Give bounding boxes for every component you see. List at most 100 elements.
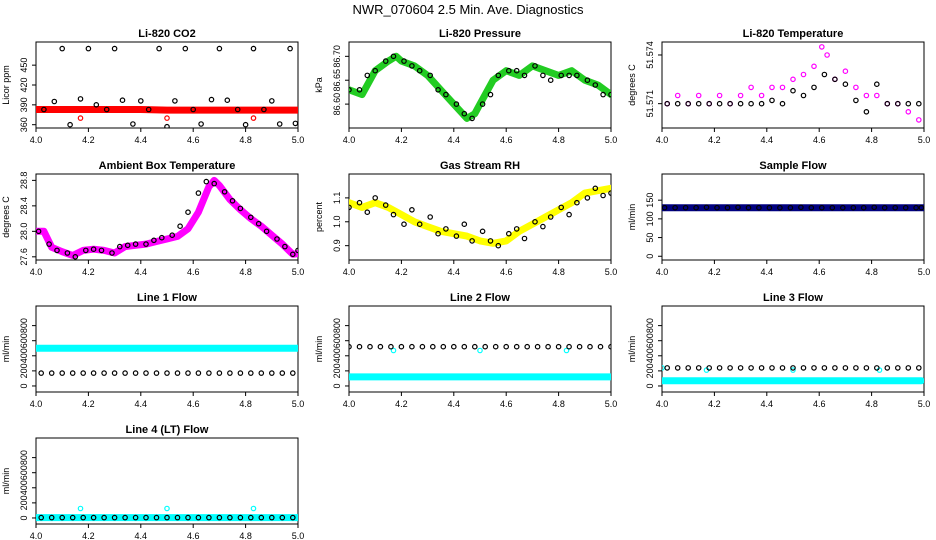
data-point-black: [479, 228, 486, 235]
data-point-black: [881, 204, 888, 211]
data-point-black: [258, 370, 265, 376]
data-point-black: [566, 72, 572, 79]
data-point-black: [664, 100, 671, 107]
series-group: [662, 365, 924, 385]
x-tick-label: 4.6: [187, 399, 200, 409]
data-point-black: [863, 109, 870, 115]
data-point-black: [224, 97, 231, 104]
x-tick-label: 4.4: [448, 267, 461, 277]
chart-panel: Sample Flow ml/min 4.0 4.2 4.4 4.6 4.8 5.0 0 50 10…: [627, 160, 930, 277]
chart-title: Li-820 Pressure: [439, 28, 521, 40]
data-point-black: [390, 211, 397, 218]
data-point-black: [59, 514, 66, 521]
data-point-black: [703, 204, 710, 211]
data-point-black: [111, 514, 118, 521]
data-point-magenta: [915, 117, 922, 123]
data-point-black: [505, 67, 512, 74]
data-point-black: [156, 45, 162, 52]
data-point-black: [842, 81, 849, 88]
data-point-black: [860, 204, 867, 211]
data-point-black: [234, 106, 241, 113]
y-tick-label: 28.0: [19, 223, 29, 241]
data-point-black: [798, 204, 804, 211]
x-tick-label: 4.0: [30, 399, 43, 409]
data-point-black: [521, 235, 528, 242]
data-point-black: [674, 100, 681, 107]
data-point-magenta: [818, 44, 825, 50]
x-tick-label: 4.6: [813, 399, 826, 409]
y-tick-label: 50: [645, 233, 655, 243]
data-point-black: [469, 115, 475, 122]
data-point-black: [492, 343, 499, 350]
data-point-black: [727, 365, 733, 371]
data-point-black: [863, 365, 870, 371]
y-axis-label: kPa: [314, 77, 324, 93]
y-axis-label: ml/min: [1, 468, 11, 495]
data-point-black: [808, 204, 815, 211]
data-point-black: [706, 365, 713, 371]
data-point-black: [540, 223, 546, 230]
data-point-black: [38, 370, 45, 376]
y-tick-label: 1.0: [332, 216, 342, 229]
x-tick-label: 4.2: [82, 399, 95, 409]
x-tick-label: 4.8: [552, 267, 565, 277]
data-point-black: [174, 514, 181, 521]
data-point-black: [409, 207, 415, 213]
data-point-red: [164, 115, 170, 121]
data-point-black: [164, 370, 170, 376]
data-point-black: [769, 365, 775, 371]
data-point-black: [93, 102, 100, 108]
series-group: [36, 505, 298, 522]
data-point-black: [482, 343, 489, 350]
data-point-magenta: [811, 63, 817, 70]
data-point-black: [727, 100, 733, 107]
data-point-black: [263, 228, 270, 235]
data-point-black: [892, 204, 899, 211]
x-tick-label: 4.2: [395, 399, 408, 409]
data-point-black: [608, 190, 611, 196]
data-point-black: [745, 204, 752, 211]
data-point-black: [248, 214, 254, 221]
data-point-black: [716, 100, 723, 107]
x-tick-label: 4.0: [30, 135, 43, 145]
data-point-black: [372, 67, 379, 74]
y-tick-label: 86.60: [332, 93, 342, 116]
series-band-magenta: [36, 176, 298, 259]
data-point-black: [80, 370, 87, 376]
data-point-magenta: [873, 92, 880, 99]
y-tick-label: 800: [645, 318, 655, 333]
data-point-magenta: [674, 92, 681, 99]
data-point-black: [524, 343, 531, 350]
plot-frame: [35, 41, 299, 129]
plot-frame: [348, 41, 612, 129]
data-point-black: [356, 87, 363, 93]
data-point-black: [461, 110, 468, 117]
data-point-black: [54, 247, 60, 254]
data-point-black: [818, 204, 825, 211]
data-point-black: [111, 45, 118, 52]
data-point-black: [915, 365, 922, 371]
data-point-black: [547, 214, 554, 220]
data-point-black: [592, 82, 599, 88]
data-point-black: [769, 97, 775, 104]
chart-title: Sample Flow: [759, 160, 827, 172]
data-point-black: [821, 365, 828, 371]
data-point-black: [576, 343, 583, 350]
data-point-cyan: [250, 505, 257, 512]
data-point-black: [453, 101, 460, 107]
chart-title: Line 4 (LT) Flow: [126, 424, 209, 436]
x-tick-label: 4.8: [865, 399, 878, 409]
data-point-black: [695, 365, 702, 371]
x-tick-label: 4.8: [865, 135, 878, 145]
data-point-black: [811, 365, 817, 371]
data-point-magenta: [824, 52, 830, 58]
data-point-black: [289, 514, 296, 521]
data-point-black: [608, 343, 611, 350]
data-point-black: [206, 514, 212, 521]
x-tick-label: 4.4: [135, 399, 148, 409]
data-point-black: [461, 221, 468, 228]
data-point-black: [401, 221, 407, 228]
x-tick-label: 4.4: [135, 267, 148, 277]
x-tick-label: 5.0: [292, 399, 305, 409]
